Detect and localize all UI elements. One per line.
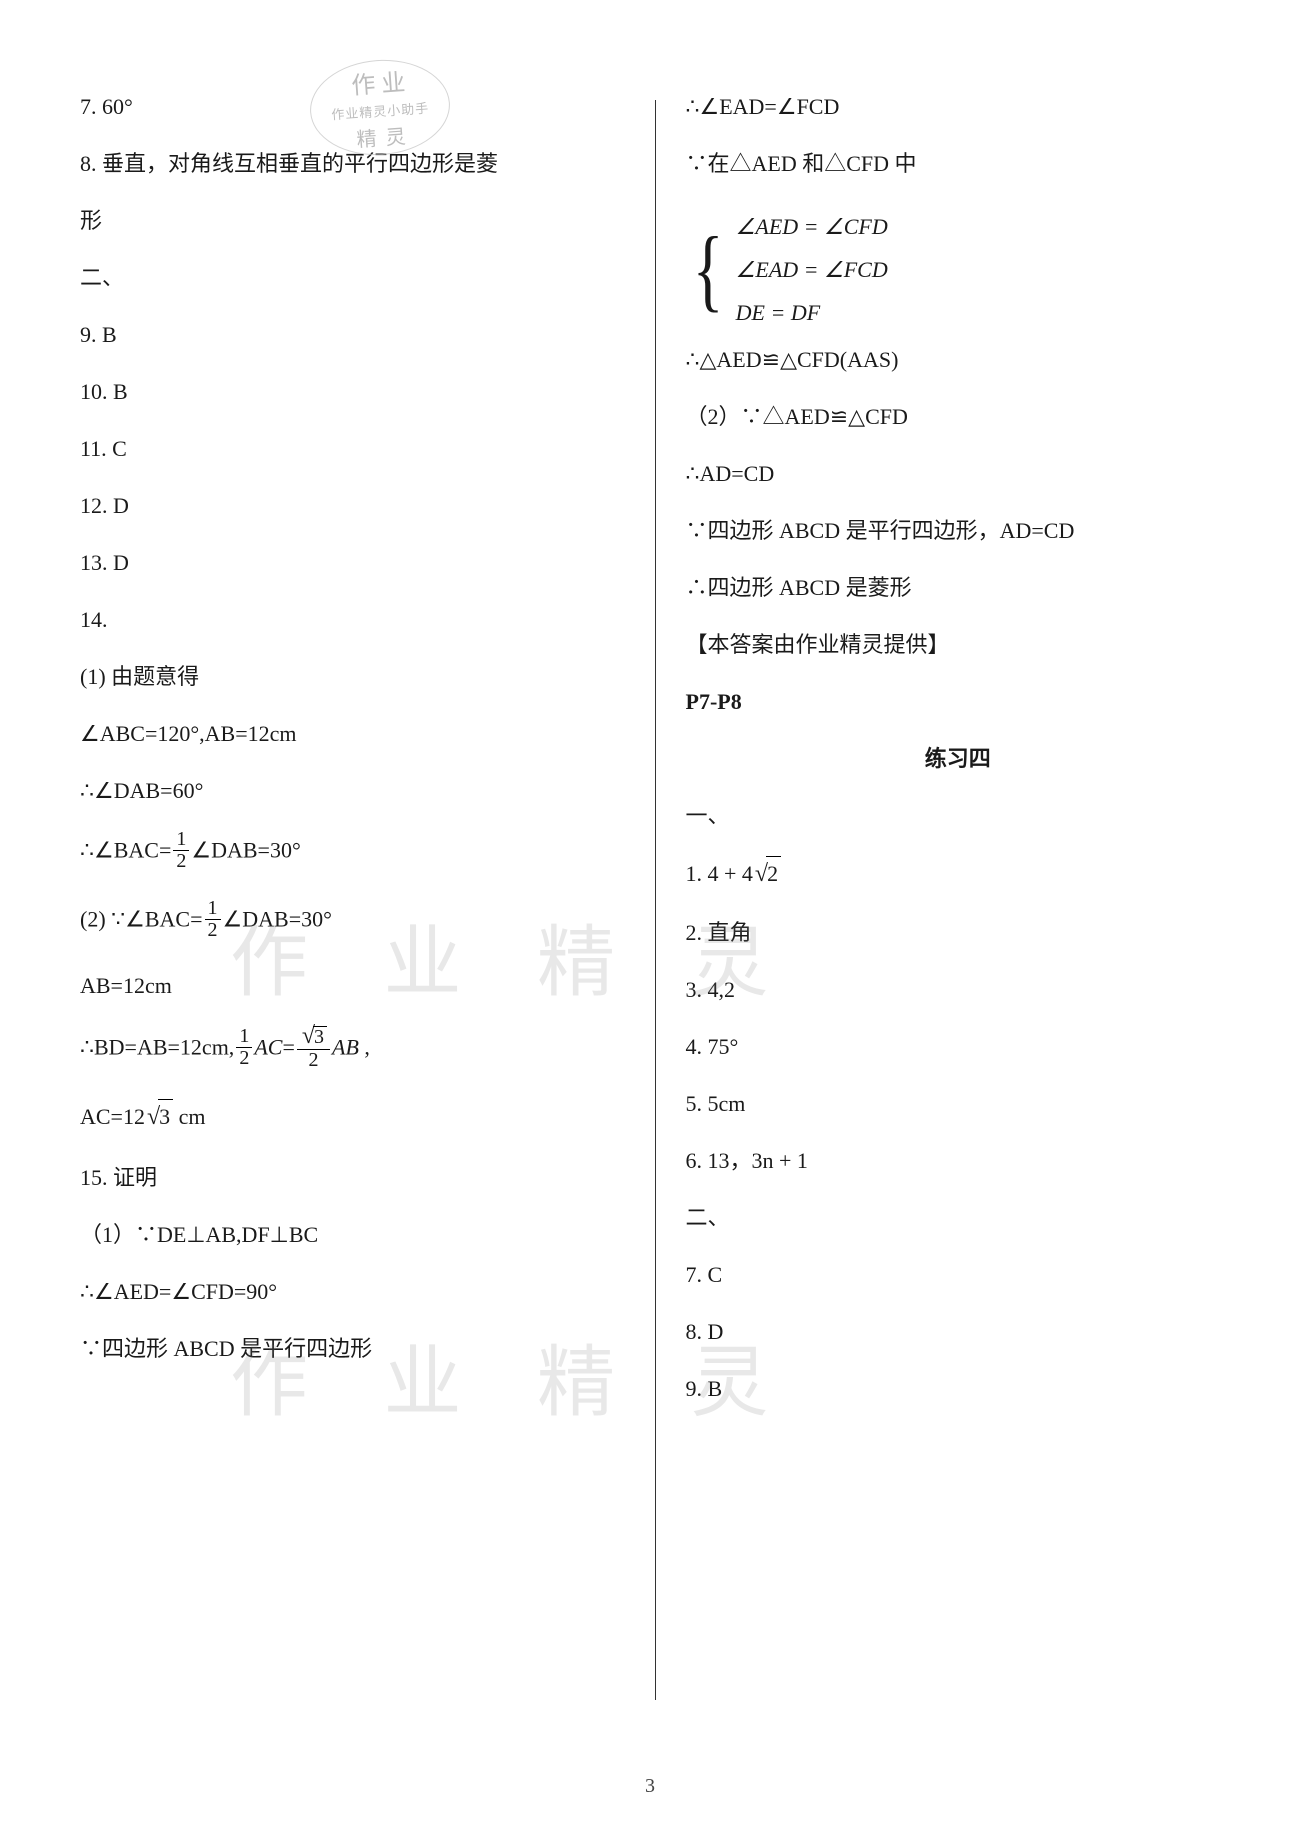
ead-fcd: ∴∠EAD=∠FCD [686,90,1231,123]
angle-dab: ∴∠DAB=60° [80,774,625,807]
equals: = [282,1035,294,1060]
ac-final-num: 12 [123,1104,145,1129]
r-item-7: 7. C [686,1258,1231,1291]
item-14-2: (2) ∵∠BAC=12∠DAB=30° [80,900,625,943]
ac-text: AC [254,1035,282,1060]
frac-half: 12 [173,829,189,872]
part-2: （2）∵△AED≌△CFD [686,400,1231,433]
item-13: 13. D [80,546,625,579]
item-12: 12. D [80,489,625,522]
ac-final-post: cm [173,1104,205,1129]
sqrt-2: 2 [753,856,781,892]
sqrt-3: 3 [145,1099,173,1135]
item-14-1: (1) 由题意得 [80,660,625,693]
p2-post: ∠DAB=30° [223,907,332,932]
item-8b: 形 [80,204,625,237]
frac-sqrt3-2: 32 [297,1024,330,1071]
bd-pre: ∴BD=AB=12cm, [80,1035,234,1060]
section-2: 二、 [686,1201,1231,1234]
bac-pre: ∴∠BAC= [80,838,171,863]
section-2: 二、 [80,261,625,294]
comma: , [359,1035,370,1060]
r-item-9: 9. B [686,1372,1231,1405]
sys-row-1: ∠AED = ∠CFD [736,210,888,243]
r1-num: 4 + 4 [708,861,753,886]
item-14: 14. [80,603,625,636]
bac-post: ∠DAB=30° [191,838,300,863]
sys-row-2: ∠EAD = ∠FCD [736,253,888,286]
content-columns: 7. 60° 8. 垂直，对角线互相垂直的平行四边形是菱 形 二、 9. B 1… [80,90,1230,1720]
system-rows: ∠AED = ∠CFD ∠EAD = ∠FCD DE = DF [736,210,888,329]
section-1: 一、 [686,799,1231,832]
item-7: 7. 60° [80,90,625,123]
r-item-5: 5. 5cm [686,1087,1231,1120]
left-column: 7. 60° 8. 垂直，对角线互相垂直的平行四边形是菱 形 二、 9. B 1… [80,90,655,1720]
ab-12: AB=12cm [80,969,625,1002]
r6-pre: 6. 13， [686,1148,752,1173]
p2-pre: (2) ∵∠BAC= [80,907,203,932]
r-item-6: 6. 13，3n + 1 [686,1144,1231,1177]
ab-text: AB [332,1035,359,1060]
item-10: 10. B [80,375,625,408]
item-9: 9. B [80,318,625,351]
item-8a: 8. 垂直，对角线互相垂直的平行四边形是菱 [80,147,625,180]
ac-final: AC=123 cm [80,1099,625,1135]
equation-system: { ∠AED = ∠CFD ∠EAD = ∠FCD DE = DF [686,210,1231,329]
r-item-2: 2. 直角 [686,916,1231,949]
frac-half: 12 [205,898,221,941]
angle-abc: ∠ABC=120°,AB=12cm [80,717,625,750]
item-15-1: （1）∵DE⊥AB,DF⊥BC [80,1218,625,1251]
credit-line: 【本答案由作业精灵提供】 [686,628,1231,661]
abcd-para: ∵四边形 ABCD 是平行四边形 [80,1332,625,1365]
in-triangles: ∵在△AED 和△CFD 中 [686,147,1231,180]
r-item-4: 4. 75° [686,1030,1231,1063]
ac-final-pre: AC= [80,1104,123,1129]
r-item-1: 1. 4 + 42 [686,856,1231,892]
cong-aas: ∴△AED≌△CFD(AAS) [686,343,1231,376]
frac-half: 12 [236,1026,252,1069]
r1-pre: 1. [686,861,708,886]
exercise-4-title: 练习四 [686,742,1231,775]
left-brace: { [692,235,723,304]
aed-90: ∴∠AED=∠CFD=90° [80,1275,625,1308]
page: 作 业 作业精灵小助手 精 灵 作 业 精 灵 作 业 精 灵 7. 60° 8… [0,0,1300,1838]
item-11: 11. C [80,432,625,465]
angle-bac: ∴∠BAC=12∠DAB=30° [80,831,625,874]
item-15: 15. 证明 [80,1161,625,1194]
page-ref: P7-P8 [686,685,1231,718]
r6-expr: 3n + 1 [752,1148,808,1173]
rhombus: ∴四边形 ABCD 是菱形 [686,571,1231,604]
para-adcd: ∵四边形 ABCD 是平行四边形，AD=CD [686,514,1231,547]
right-column: ∴∠EAD=∠FCD ∵在△AED 和△CFD 中 { ∠AED = ∠CFD … [656,90,1231,1720]
bd-ac-line: ∴BD=AB=12cm,12AC=32AB , [80,1026,625,1073]
ad-cd: ∴AD=CD [686,457,1231,490]
page-number: 3 [0,1775,1300,1798]
r-item-8: 8. D [686,1315,1231,1348]
r-item-3: 3. 4,2 [686,973,1231,1006]
sys-row-3: DE = DF [736,296,888,329]
